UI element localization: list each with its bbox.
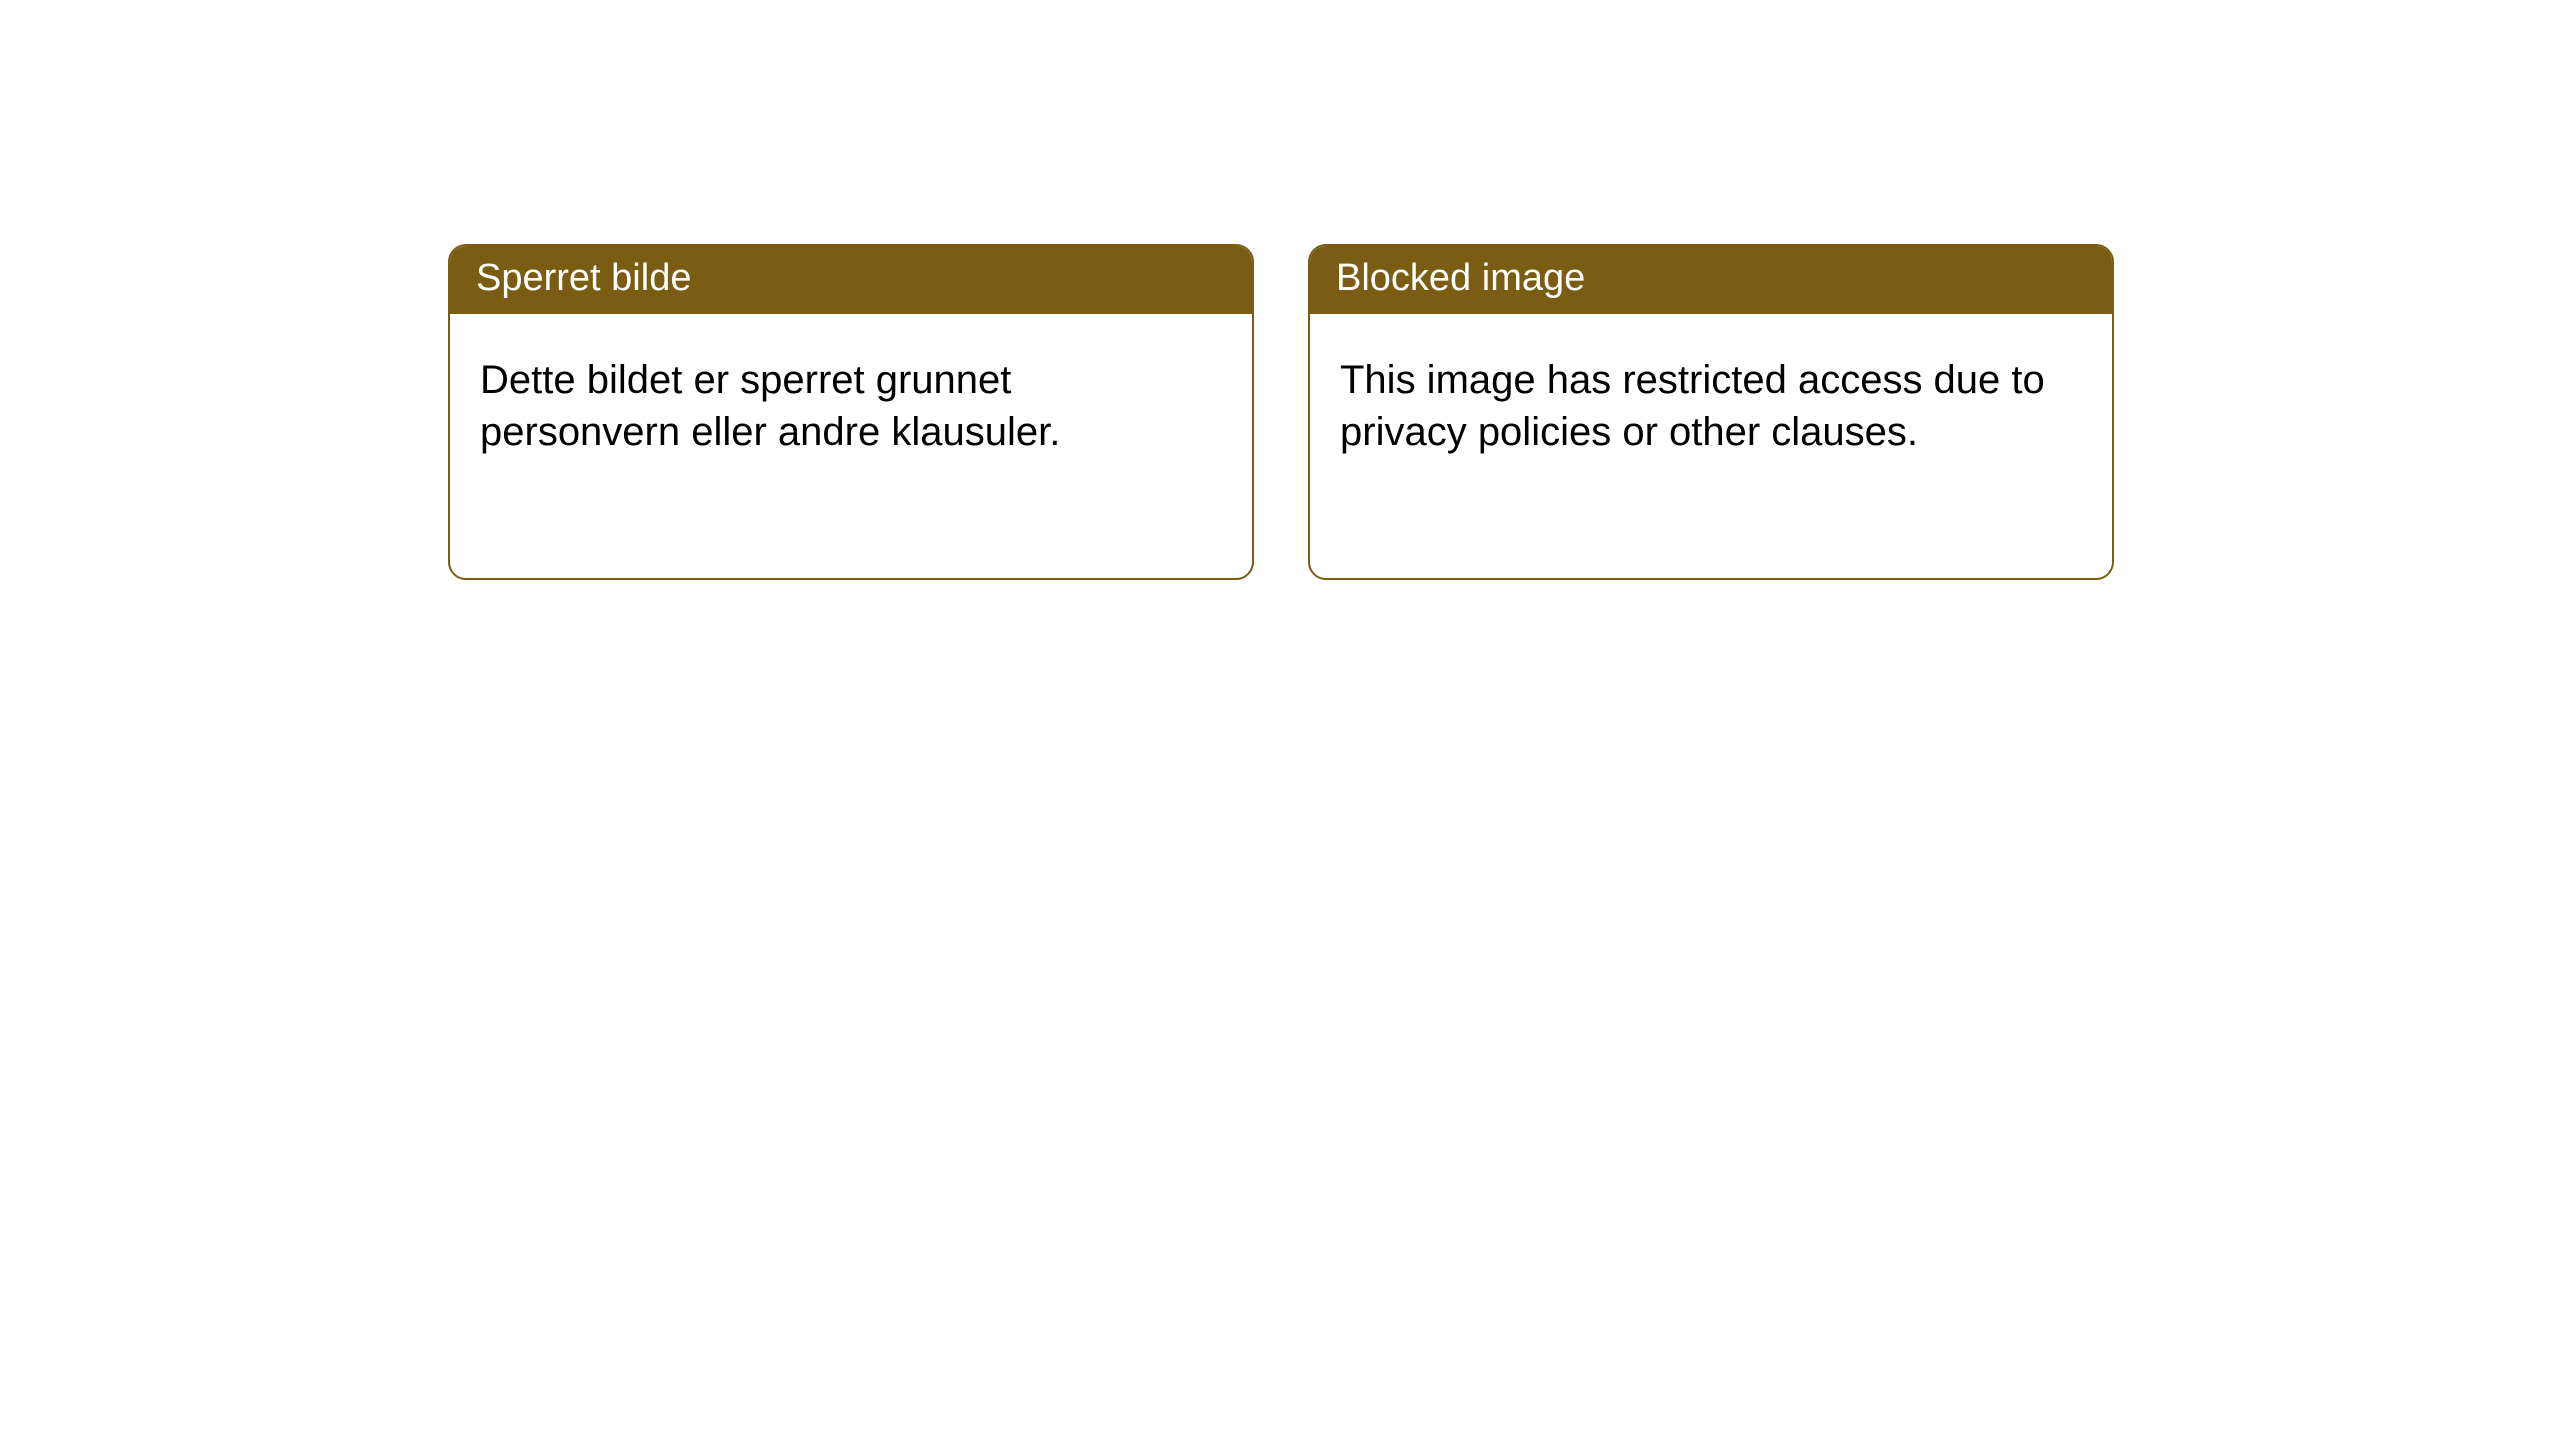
notice-body-english: This image has restricted access due to … xyxy=(1310,314,2112,478)
notice-title: Sperret bilde xyxy=(476,257,691,299)
notice-text: This image has restricted access due to … xyxy=(1340,358,2045,454)
notice-body-norwegian: Dette bildet er sperret grunnet personve… xyxy=(450,314,1252,478)
notice-header-english: Blocked image xyxy=(1310,246,2112,314)
notice-box-english: Blocked image This image has restricted … xyxy=(1308,244,2114,580)
notice-header-norwegian: Sperret bilde xyxy=(450,246,1252,314)
notice-text: Dette bildet er sperret grunnet personve… xyxy=(480,358,1060,454)
notice-title: Blocked image xyxy=(1336,257,1585,299)
notice-box-norwegian: Sperret bilde Dette bildet er sperret gr… xyxy=(448,244,1254,580)
notice-container: Sperret bilde Dette bildet er sperret gr… xyxy=(0,0,2560,580)
